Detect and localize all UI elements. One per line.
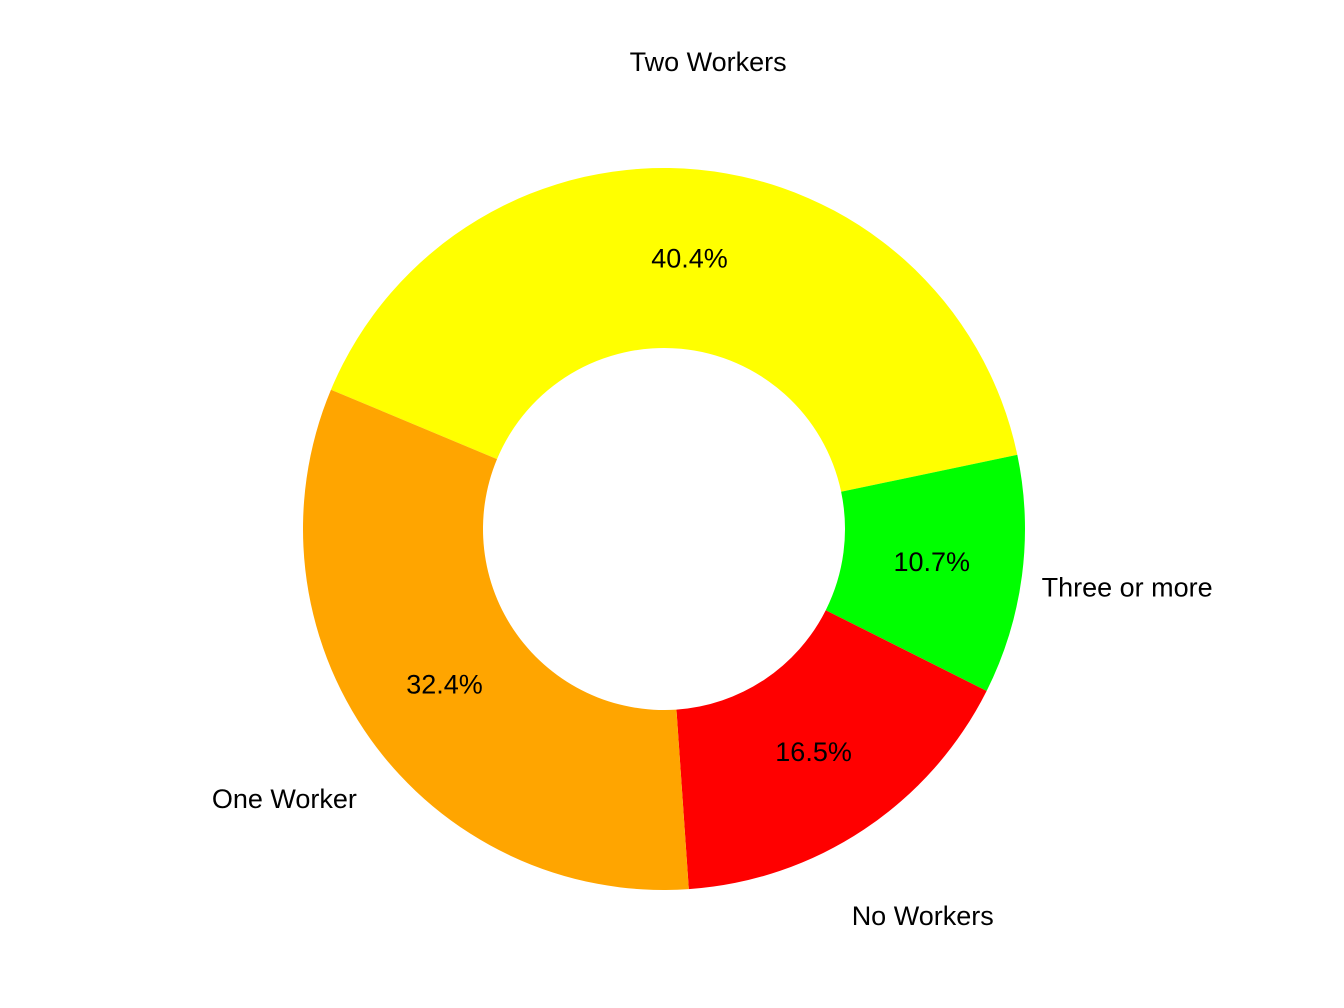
donut-slice [330,167,1018,492]
donut-slice [676,610,987,890]
donut-slice [302,389,689,890]
category-label: Three or more [1042,572,1213,602]
value-label: 32.4% [406,669,483,699]
category-label: One Worker [212,784,357,814]
value-label: 40.4% [651,243,728,273]
value-label: 10.7% [893,547,970,577]
value-label: 16.5% [775,737,852,767]
category-label: Two Workers [630,47,787,77]
category-label: No Workers [852,901,994,931]
donut-slice [825,454,1025,691]
